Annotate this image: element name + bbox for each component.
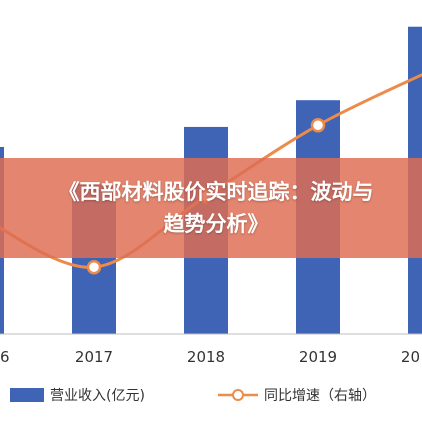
legend-line-marker [232,389,244,401]
legend-bar-label: 营业收入(亿元) [50,388,145,404]
legend-bar-swatch [10,388,44,402]
x-tick-labels: 6 2017 2018 2019 20 [0,348,420,366]
x-tick-2018: 2018 [187,348,225,366]
title-banner: 《西部材料股价实时追踪：波动与趋势分析》 [0,158,422,258]
x-tick-2019: 2019 [299,348,337,366]
growth-point-2019 [310,118,326,133]
x-tick-2020: 20 [401,348,420,366]
banner-title: 《西部材料股价实时追踪：波动与趋势分析》 [58,180,374,236]
x-tick-2017: 2017 [75,348,113,366]
growth-point-2017 [86,259,102,275]
x-tick-2016: 6 [0,348,10,366]
legend: 营业收入(亿元) 同比增速（右轴） [10,388,376,404]
legend-line-label: 同比增速（右轴） [264,388,376,404]
